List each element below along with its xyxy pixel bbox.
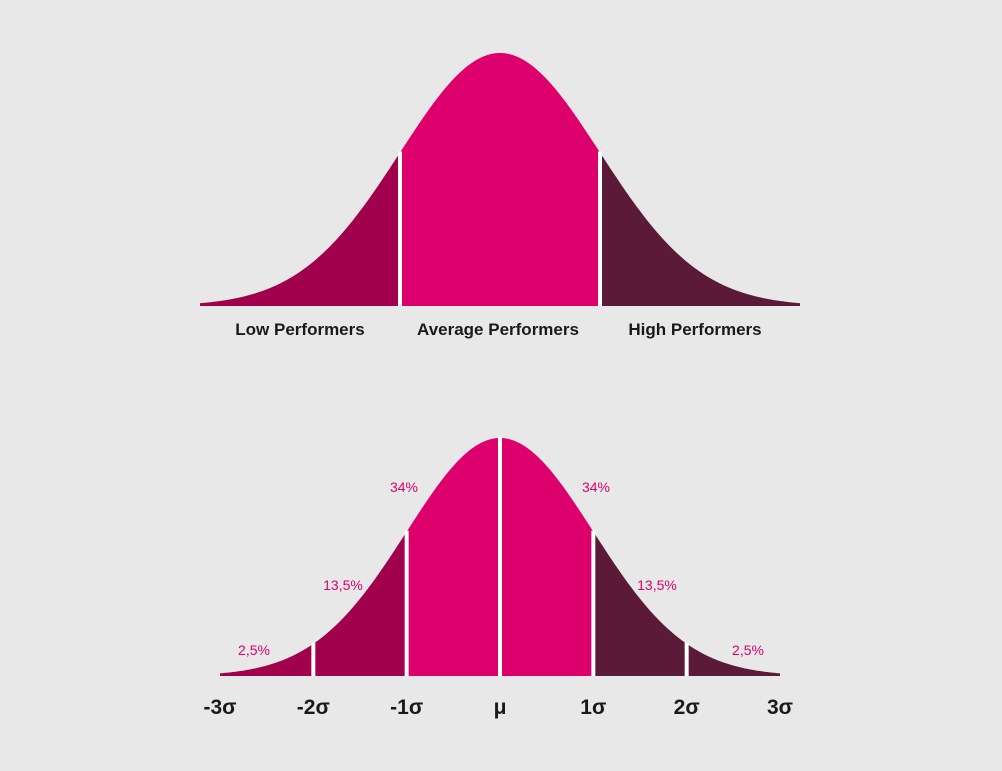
chart2-segment-4 [500,438,594,676]
tick-label: 3σ [767,696,793,719]
segment-label: Average Performers [417,320,579,339]
segment-label: High Performers [628,320,761,339]
percent-label: 2,5% [238,642,270,658]
percent-label: 2,5% [732,642,764,658]
chart2-segment-2 [313,531,407,676]
segment-label: Low Performers [235,320,364,339]
tick-label: 2σ [674,696,700,719]
percent-label: 34% [390,479,418,495]
chart1-segment-1 [200,152,400,306]
chart1-segment-3 [600,152,800,306]
chart1-segment-2 [400,53,600,306]
tick-label: -2σ [297,696,330,719]
percent-label: 13,5% [637,577,677,593]
percent-label: 34% [582,479,610,495]
chart2-segment-5 [593,531,687,676]
chart2-segment-3 [406,438,500,676]
tick-label: μ [494,696,507,719]
chart2-segment-6 [686,643,780,676]
tick-label: 1σ [580,696,606,719]
tick-label: -1σ [390,696,423,719]
chart2-segment-1 [220,643,314,676]
percent-label: 13,5% [323,577,363,593]
tick-label: -3σ [203,696,236,719]
